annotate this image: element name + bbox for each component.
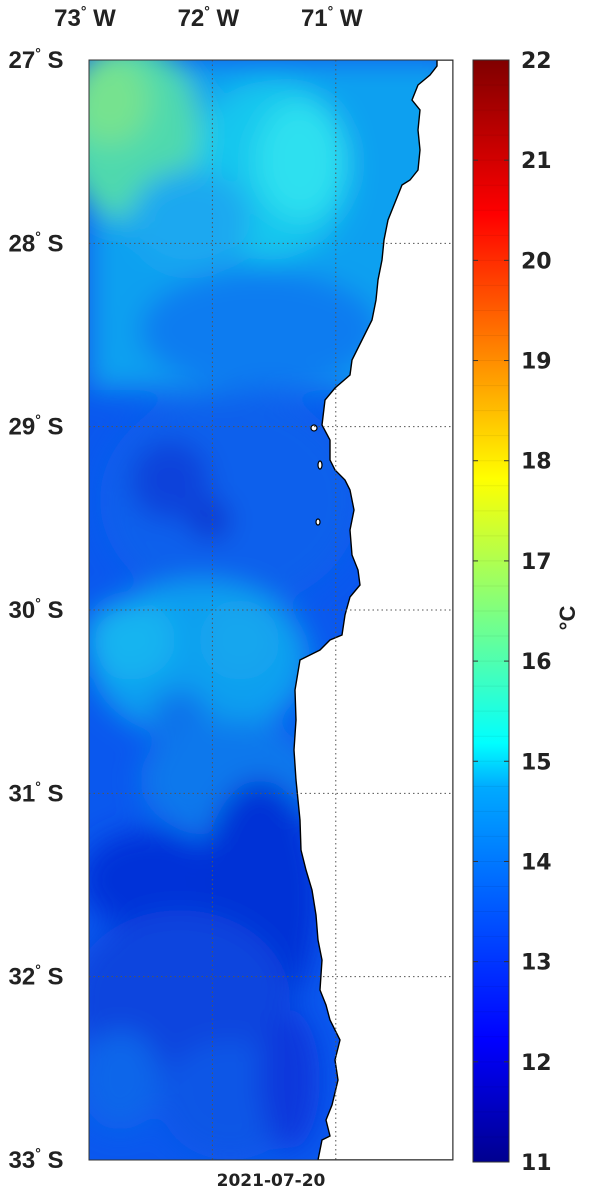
colorbar-tick-label: 13 [521, 951, 552, 976]
colorbar-gradient [473, 60, 509, 1162]
colorbar-frame [472, 59, 510, 1163]
x-axis-ticks: 73° W 72° W 71° W [54, 3, 363, 32]
colorbar-ticks: 22 21 20 19 18 17 16 15 14 13 12 11 [473, 49, 552, 1176]
y-tick-label: 28° S [9, 228, 64, 257]
y-tick-label: 32° S [9, 962, 64, 991]
x-tick-label: 73° W [54, 3, 116, 32]
x-tick-label: 72° W [178, 3, 240, 32]
colorbar-tick-label: 11 [521, 1151, 552, 1176]
colorbar: 22 21 20 19 18 17 16 15 14 13 12 11 °C [472, 49, 580, 1176]
y-tick-label: 29° S [9, 412, 64, 441]
colorbar-label: °C [555, 606, 580, 631]
date-label: 2021-07-20 [217, 1171, 326, 1188]
island [317, 460, 323, 470]
y-tick-label: 31° S [9, 778, 64, 807]
colorbar-tick-label: 17 [521, 550, 552, 575]
colorbar-tick-label: 21 [521, 149, 552, 174]
island [315, 518, 321, 526]
colorbar-tick-label: 14 [521, 850, 552, 875]
colorbar-tick-label: 19 [521, 350, 552, 375]
grid-lines [89, 60, 453, 1160]
map-panel [89, 60, 453, 1160]
map-frame [88, 59, 454, 1161]
y-axis-ticks: 27° S 28° S 29° S 30° S 31° S 32° S 33° S [9, 45, 64, 1174]
colorbar-bands [473, 84, 509, 1138]
colorbar-tick-label: 20 [521, 249, 552, 274]
y-tick-label: 33° S [9, 1145, 64, 1174]
colorbar-tick-label: 18 [521, 450, 552, 475]
colorbar-tick-label: 16 [521, 650, 552, 675]
colorbar-tick-label: 12 [521, 1051, 552, 1076]
x-tick-label: 71° W [301, 3, 363, 32]
colorbar-tick-label: 15 [521, 750, 552, 775]
island [310, 424, 318, 432]
y-tick-label: 30° S [9, 595, 64, 624]
y-tick-label: 27° S [9, 45, 64, 74]
colorbar-tick-label: 22 [521, 49, 552, 74]
